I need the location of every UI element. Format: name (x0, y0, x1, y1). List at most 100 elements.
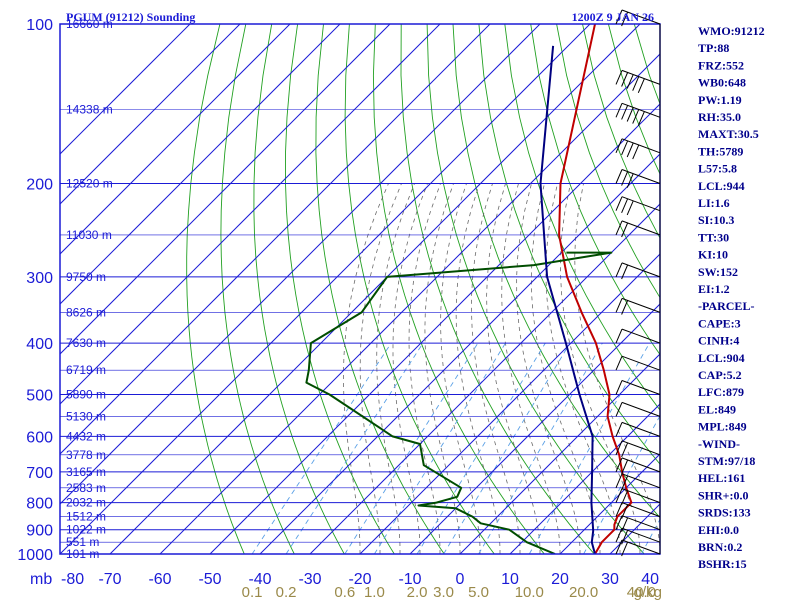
index-line: WMO:91212 (698, 24, 765, 38)
height-label: 9750 m (66, 270, 106, 284)
wind-barb (615, 440, 661, 458)
mixing-ratio-label: 1.0 (364, 584, 385, 600)
temperature-tick-label: 40 (641, 571, 659, 588)
series-parcel-line (539, 45, 596, 554)
wind-barb-shaft (621, 328, 661, 344)
height-label: 551 m (66, 535, 99, 549)
wind-barb-shaft (621, 527, 661, 543)
height-label: 8626 m (66, 305, 106, 319)
height-label: 2583 m (66, 481, 106, 495)
wind-barb-flag (621, 517, 629, 532)
wind-barb-shaft (621, 380, 661, 395)
mixing-ratio-label: 2.0 (407, 584, 428, 600)
mixing-ratio-label: 5.0 (468, 584, 489, 600)
wind-barb (615, 473, 661, 491)
wind-barb-flag (621, 459, 629, 475)
mixing-ratio-label: 0.1 (242, 584, 263, 600)
isotherm-line (60, 24, 491, 455)
height-label: 3165 m (66, 465, 106, 479)
axis-labels: 16660 m 14338 m 12520 m 11030 m 9750 m 8626 m… (17, 17, 659, 600)
wind-barb (615, 527, 661, 545)
pressure-tick-label: 500 (26, 388, 53, 405)
pressure-tick-label: 200 (26, 177, 53, 194)
wind-barb-shaft (621, 401, 661, 417)
wind-barb-flag (621, 300, 629, 315)
index-line: CAP:5.2 (698, 368, 742, 382)
wind-barb-shaft (621, 262, 661, 278)
wind-barb-flag (626, 107, 634, 122)
pressure-tick-label: 300 (26, 270, 53, 287)
height-label: 6719 m (66, 363, 106, 377)
height-label: 1512 m (66, 510, 106, 524)
wind-barb-shaft (621, 69, 661, 85)
isotherm-line (60, 24, 591, 554)
isotherm-line (259, 153, 660, 554)
wind-barb (615, 69, 661, 93)
isotherm-line (60, 24, 341, 305)
wind-barb-flag (615, 457, 623, 473)
wind-barb-flag (615, 196, 623, 211)
wind-barb-shaft (621, 196, 661, 212)
index-line: SW:152 (698, 265, 738, 279)
wind-barb-flag (621, 72, 629, 87)
index-line: TP:88 (698, 41, 729, 55)
index-line: WB0:648 (698, 76, 746, 90)
wind-barb (615, 355, 661, 371)
pressure-tick-label: 1000 (17, 547, 53, 564)
wind-barb-flag (626, 173, 634, 188)
wind-barb (615, 328, 661, 344)
wind-barb-flag (621, 140, 629, 156)
wind-barb-shaft (621, 440, 661, 456)
wind-barb-flag (615, 502, 623, 517)
index-line: SHR+:0.0 (698, 488, 749, 502)
height-label: 1022 m (66, 523, 106, 537)
isotherm-line (559, 453, 660, 554)
wind-barbs (615, 9, 661, 557)
isotherm-line (209, 103, 660, 554)
index-line: PW:1.19 (698, 93, 742, 107)
wind-barb-flag (615, 528, 623, 543)
isotherm-line (459, 353, 660, 554)
wind-barb-flag (615, 262, 623, 278)
isotherm-line (309, 203, 660, 554)
mixing-ratio-label: 40.0 (627, 584, 656, 600)
wind-barb-flag (621, 222, 629, 238)
temperature-tick-label: 20 (551, 571, 569, 588)
index-line: L57:5.8 (698, 162, 737, 176)
wind-barb-flag (632, 144, 640, 160)
wind-barb-shaft (621, 515, 661, 531)
pressure-tick-label: 100 (26, 17, 53, 34)
mixing-ratio-label: 0.6 (334, 584, 355, 600)
wind-barb-flag (615, 220, 623, 236)
wind-barb-flag (615, 422, 623, 437)
index-line: RH:35.0 (698, 110, 741, 124)
wind-barb (615, 401, 661, 417)
wind-barb-flag (615, 328, 623, 344)
wind-barb (615, 220, 661, 238)
wind-barb-flag (615, 356, 623, 371)
wind-barb-flag (621, 475, 629, 491)
index-line: KI:10 (698, 248, 728, 262)
wind-barb (615, 380, 661, 395)
wind-barb-flag (626, 200, 634, 216)
wind-barb-flag (621, 264, 629, 280)
index-line: EI:1.2 (698, 282, 730, 296)
wind-barb-flag (621, 105, 629, 120)
isotherm-line (509, 403, 660, 554)
height-label: 3778 m (66, 448, 106, 462)
height-label: 5130 m (66, 409, 106, 423)
index-line: SI:10.3 (698, 213, 734, 227)
wind-barb-shaft (621, 539, 661, 555)
index-line: LCL:944 (698, 179, 745, 193)
wind-barb-shaft (621, 220, 661, 236)
index-line: LI:1.6 (698, 196, 730, 210)
index-line: EHI:0.0 (698, 523, 739, 537)
mixing-ratio-label: 0.2 (276, 584, 297, 600)
wind-barb (615, 138, 661, 160)
indices-panel: WMO:91212 TP:88 FRZ:552 WB0:648 PW:1.19 RH:35… (698, 24, 765, 571)
wind-barb-flag (637, 111, 645, 126)
pressure-tick-label: 600 (26, 429, 53, 446)
index-line: LFC:879 (698, 385, 744, 399)
series-temperature-line (558, 24, 633, 554)
